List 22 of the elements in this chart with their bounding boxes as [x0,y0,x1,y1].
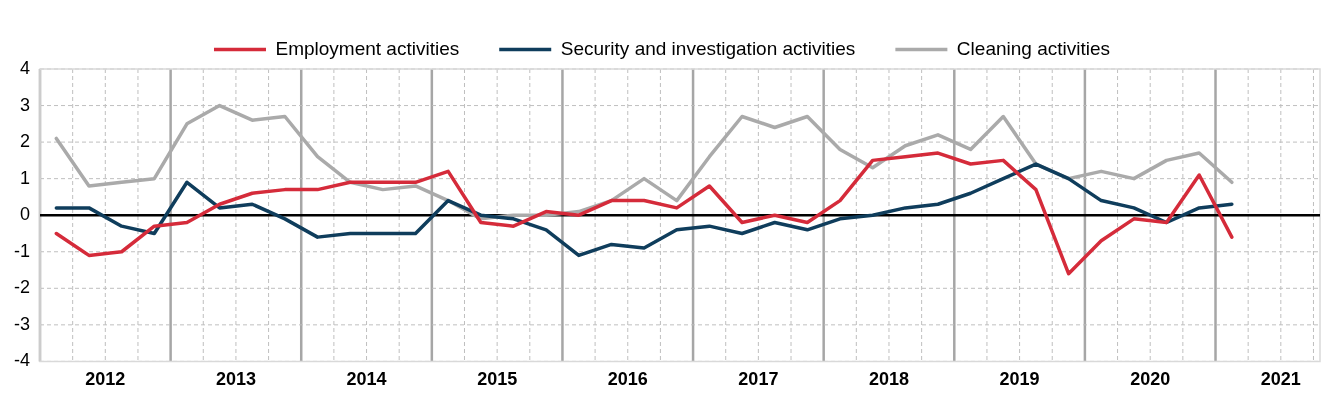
y-tick-label: -1 [13,240,30,261]
x-tick-label: 2017 [738,369,779,390]
x-tick-label: 2020 [1130,369,1171,390]
y-tick-label: 0 [19,204,30,225]
y-tick-label: 2 [19,131,30,152]
x-tick-label: 2013 [215,369,256,390]
legend-label: Cleaning activities [956,37,1111,59]
x-tick-label: 2012 [85,369,126,390]
x-tick-label: 2014 [346,369,387,390]
y-tick-label: -4 [13,350,30,371]
x-tick-label: 2019 [999,369,1040,390]
y-tick-label: 4 [19,57,30,78]
legend-label: Employment activities [275,37,460,59]
y-tick-label: 1 [19,167,30,188]
y-tick-label: 3 [19,94,30,115]
x-tick-label: 2018 [868,369,909,390]
x-tick-label: 2016 [607,369,648,390]
x-tick-label: 2015 [477,369,518,390]
y-tick-label: -3 [13,313,30,334]
legend-label: Security and investigation activities [560,37,856,59]
y-tick-label: -2 [13,277,30,298]
x-tick-label: 2021 [1260,369,1301,390]
